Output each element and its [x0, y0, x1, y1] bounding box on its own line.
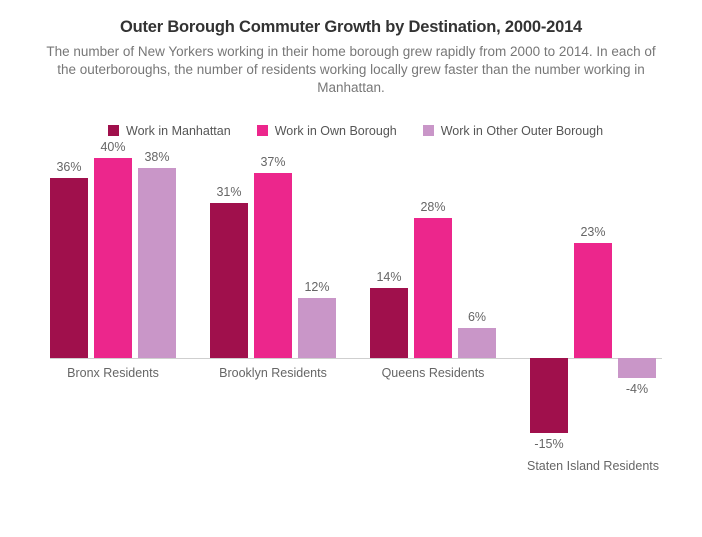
chart-bar [94, 158, 132, 358]
chart-bar [210, 203, 248, 358]
category-label: Brooklyn Residents [193, 366, 353, 380]
legend-item: Work in Manhattan [108, 124, 231, 138]
chart-legend: Work in Manhattan Work in Own Borough Wo… [108, 124, 672, 138]
category-label: Bronx Residents [33, 366, 193, 380]
chart-bar [530, 358, 568, 433]
chart-bar [618, 358, 656, 378]
chart-subtitle: The number of New Yorkers working in the… [30, 43, 672, 98]
bar-value-label: 37% [243, 155, 303, 169]
chart-bar [370, 288, 408, 358]
chart-bar [50, 178, 88, 358]
legend-item: Work in Other Outer Borough [423, 124, 603, 138]
chart-bar [138, 168, 176, 358]
bar-value-label: 6% [447, 310, 507, 324]
plot-area: 36%40%38%Bronx Residents31%37%12%Brookly… [50, 148, 662, 448]
chart-bar [298, 298, 336, 358]
chart-bar [458, 328, 496, 358]
category-label: Staten Island Residents [513, 459, 673, 473]
chart-bar [574, 243, 612, 358]
bar-value-label: -4% [607, 382, 667, 396]
chart-bar [254, 173, 292, 358]
bar-value-label: 12% [287, 280, 347, 294]
chart-container: Outer Borough Commuter Growth by Destina… [0, 0, 702, 537]
category-label: Queens Residents [353, 366, 513, 380]
bar-value-label: 31% [199, 185, 259, 199]
bar-value-label: 14% [359, 270, 419, 284]
bar-value-label: 28% [403, 200, 463, 214]
legend-label: Work in Manhattan [126, 124, 231, 138]
bar-value-label: 38% [127, 150, 187, 164]
bar-value-label: 36% [39, 160, 99, 174]
chart-bar [414, 218, 452, 358]
bar-value-label: 23% [563, 225, 623, 239]
bar-value-label: -15% [519, 437, 579, 451]
legend-label: Work in Own Borough [275, 124, 397, 138]
legend-item: Work in Own Borough [257, 124, 397, 138]
legend-label: Work in Other Outer Borough [441, 124, 603, 138]
legend-swatch [257, 125, 268, 136]
legend-swatch [423, 125, 434, 136]
chart-baseline [50, 358, 662, 359]
chart-title: Outer Borough Commuter Growth by Destina… [30, 18, 672, 37]
legend-swatch [108, 125, 119, 136]
